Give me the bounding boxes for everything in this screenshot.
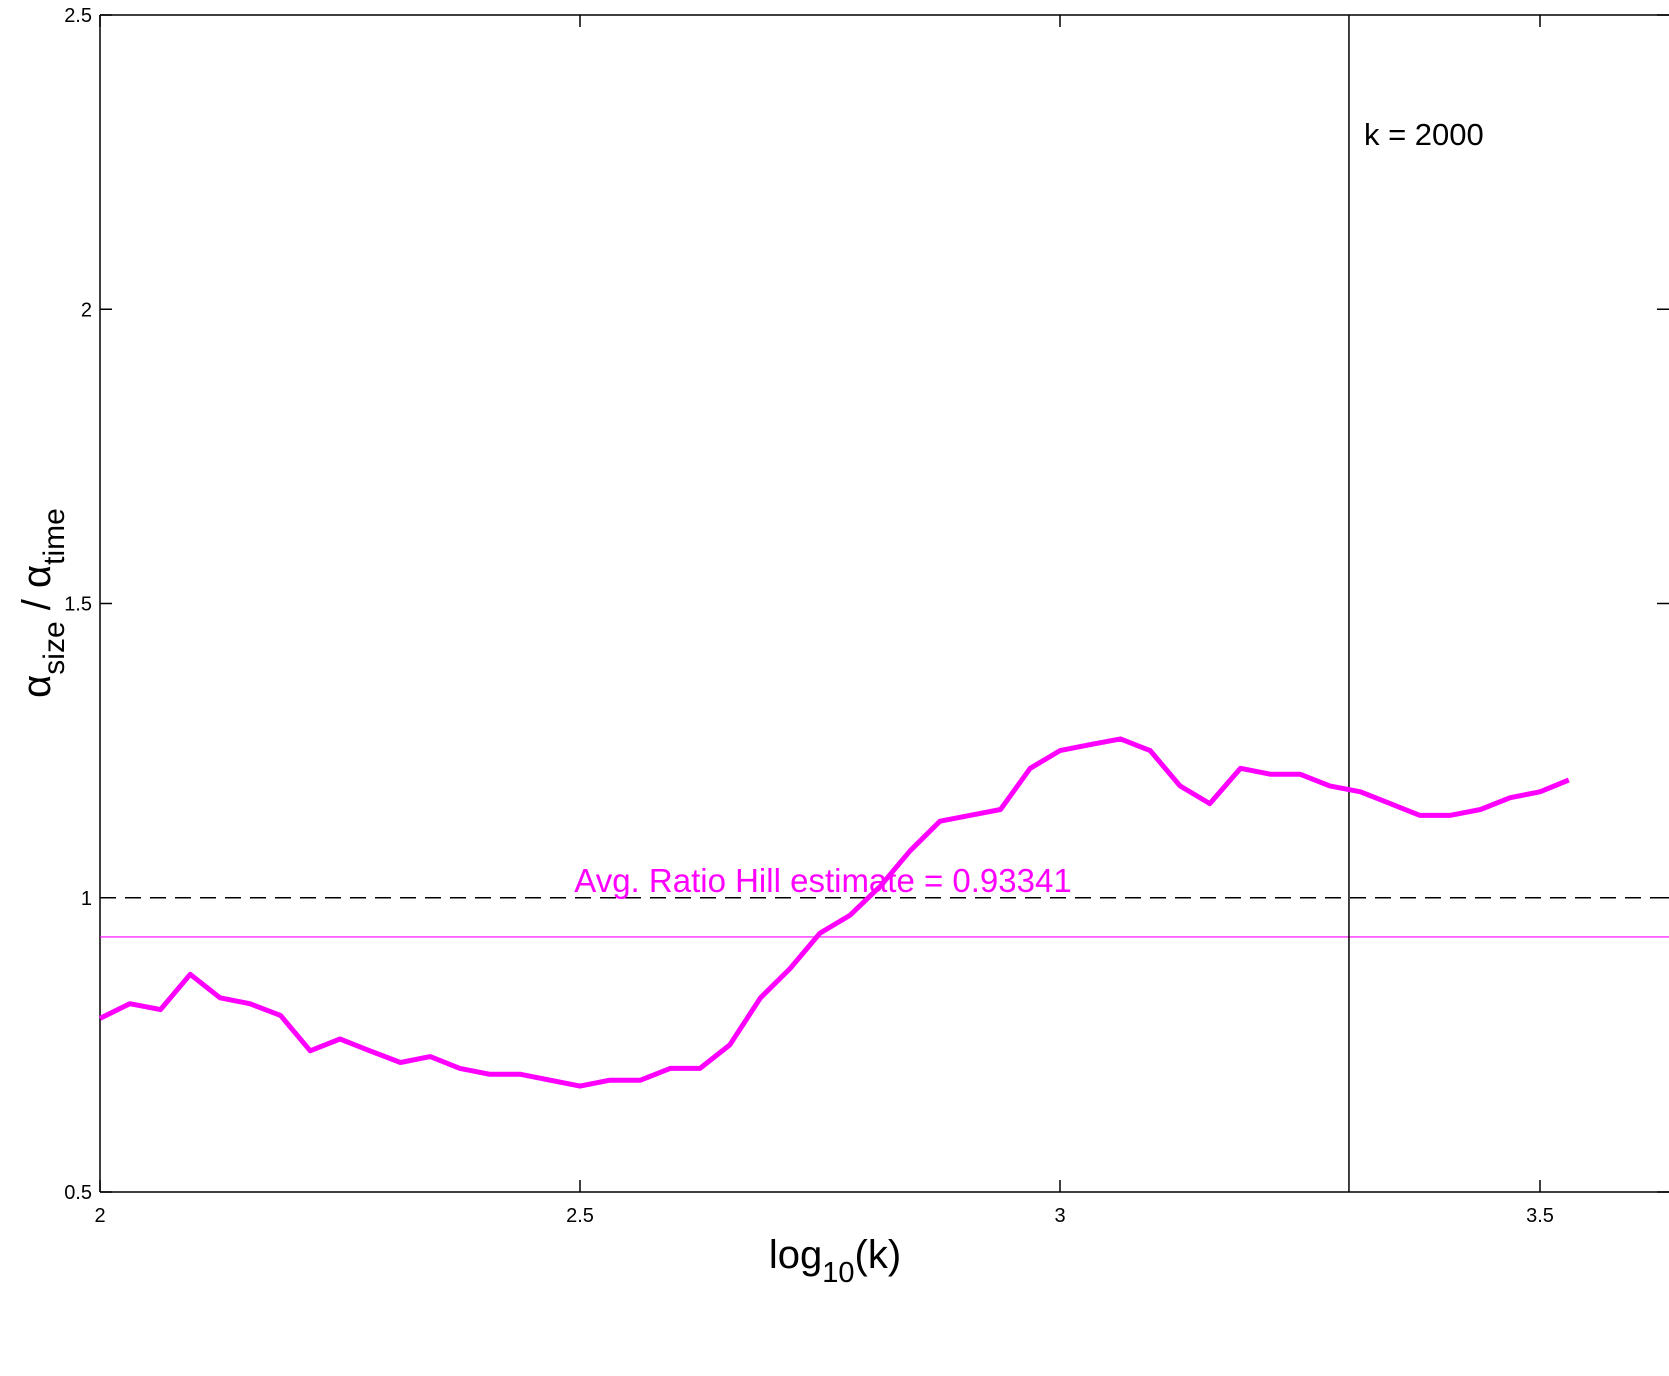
y-label-alpha-2: α bbox=[15, 565, 59, 588]
y-label-subscript-2: time bbox=[38, 508, 71, 565]
x-label-tail: (k) bbox=[855, 1233, 902, 1277]
x-tick-label: 3 bbox=[1054, 1205, 1065, 1227]
x-tick-label: 2.5 bbox=[566, 1205, 594, 1227]
x-axis-label: log10(k) bbox=[769, 1233, 901, 1289]
y-axis-label: αsize / αtime bbox=[15, 508, 71, 698]
y-tick-label: 2.5 bbox=[64, 5, 92, 27]
y-label-subscript-1: size bbox=[38, 621, 71, 674]
ticks: 2 2.5 3 3.5 0.5 1 1.5 2 2.5 bbox=[64, 5, 1669, 1227]
y-tick-label: 2 bbox=[81, 299, 92, 321]
series-line bbox=[98, 736, 1570, 1089]
y-tick-label: 1.5 bbox=[64, 594, 92, 616]
y-label-separator: / bbox=[15, 588, 59, 621]
hill-estimate-annotation: Avg. Ratio Hill estimate = 0.93341 bbox=[574, 862, 1071, 899]
x-tick-label: 2 bbox=[94, 1205, 105, 1227]
y-tick-label: 1 bbox=[81, 888, 92, 910]
x-tick-label: 3.5 bbox=[1526, 1205, 1554, 1227]
y-label-alpha-1: α bbox=[15, 675, 59, 698]
series-layer bbox=[98, 736, 1570, 1089]
plot-area bbox=[99, 14, 1669, 1193]
reference-lines bbox=[100, 15, 1669, 1192]
k-marker-annotation: k = 2000 bbox=[1364, 117, 1484, 152]
x-label-main: log bbox=[769, 1233, 822, 1277]
y-tick-label: 0.5 bbox=[64, 1182, 92, 1204]
x-label-subscript: 10 bbox=[822, 1257, 854, 1289]
